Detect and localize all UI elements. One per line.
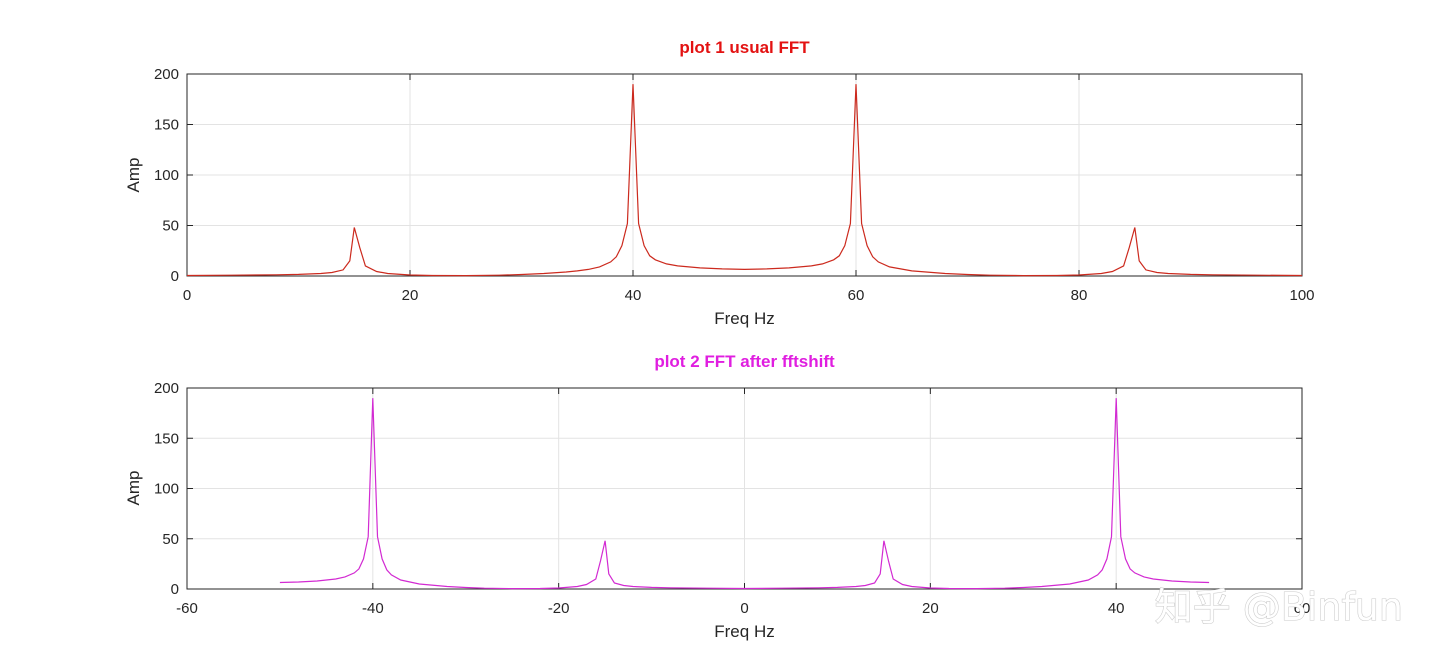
plot1-xtick-label: 40 bbox=[625, 287, 642, 304]
plot2-series-line bbox=[279, 398, 1210, 590]
plot1-ytick-label: 50 bbox=[162, 218, 179, 235]
plot2-ytick-label: 0 bbox=[171, 581, 179, 598]
plot2-xtick-label: -20 bbox=[548, 600, 570, 617]
watermark-text: 知乎 @Binfun bbox=[1155, 585, 1403, 629]
plot2-xlabel: Freq Hz bbox=[714, 622, 774, 641]
plot2-ytick-label: 100 bbox=[154, 481, 179, 498]
plot2-xtick-label: 20 bbox=[922, 600, 939, 617]
plot1-xtick-label: 60 bbox=[848, 287, 865, 304]
plot2-ticks: -60 -40 -20 0 20 40 60 0 50 100 150 200 bbox=[154, 380, 1310, 617]
plot2-title: plot 2 FFT after fftshift bbox=[654, 352, 835, 371]
plot1-ytick-label: 150 bbox=[154, 117, 179, 134]
plot2-xtick-label: 0 bbox=[740, 600, 748, 617]
plot1-ylabel: Amp bbox=[124, 158, 143, 193]
plot1-xlabel: Freq Hz bbox=[714, 309, 774, 328]
plot1-xtick-label: 20 bbox=[402, 287, 419, 304]
plot1-series-line bbox=[186, 84, 1303, 277]
plot1-ytick-label: 100 bbox=[154, 167, 179, 184]
plot2-xtick-label: -60 bbox=[176, 600, 198, 617]
plot1-xtick-label: 80 bbox=[1071, 287, 1088, 304]
plot2-grid bbox=[186, 387, 1303, 590]
plot2-ytick-label: 150 bbox=[154, 430, 179, 447]
plot1-xtick-label: 0 bbox=[183, 287, 191, 304]
subplot-2: -60 -40 -20 0 20 40 60 0 50 100 150 200 plot 2 FFT … bbox=[124, 352, 1310, 641]
subplot-1: 0 20 40 60 80 100 0 50 100 150 200 plot 1 usual FF… bbox=[124, 38, 1315, 328]
plot1-ytick-label: 200 bbox=[154, 66, 179, 83]
plot2-ylabel: Amp bbox=[124, 471, 143, 506]
plot2-ytick-label: 200 bbox=[154, 380, 179, 397]
plot1-xtick-label: 100 bbox=[1289, 287, 1314, 304]
plot2-xtick-label: 60 bbox=[1294, 600, 1311, 617]
plot1-grid bbox=[186, 73, 1303, 277]
plot2-ytick-label: 50 bbox=[162, 531, 179, 548]
plot1-ytick-label: 0 bbox=[171, 268, 179, 285]
plot2-xtick-label: 40 bbox=[1108, 600, 1125, 617]
plot1-title: plot 1 usual FFT bbox=[679, 38, 810, 57]
plot1-ticks: 0 20 40 60 80 100 0 50 100 150 200 bbox=[154, 66, 1315, 304]
plot2-xtick-label: -40 bbox=[362, 600, 384, 617]
